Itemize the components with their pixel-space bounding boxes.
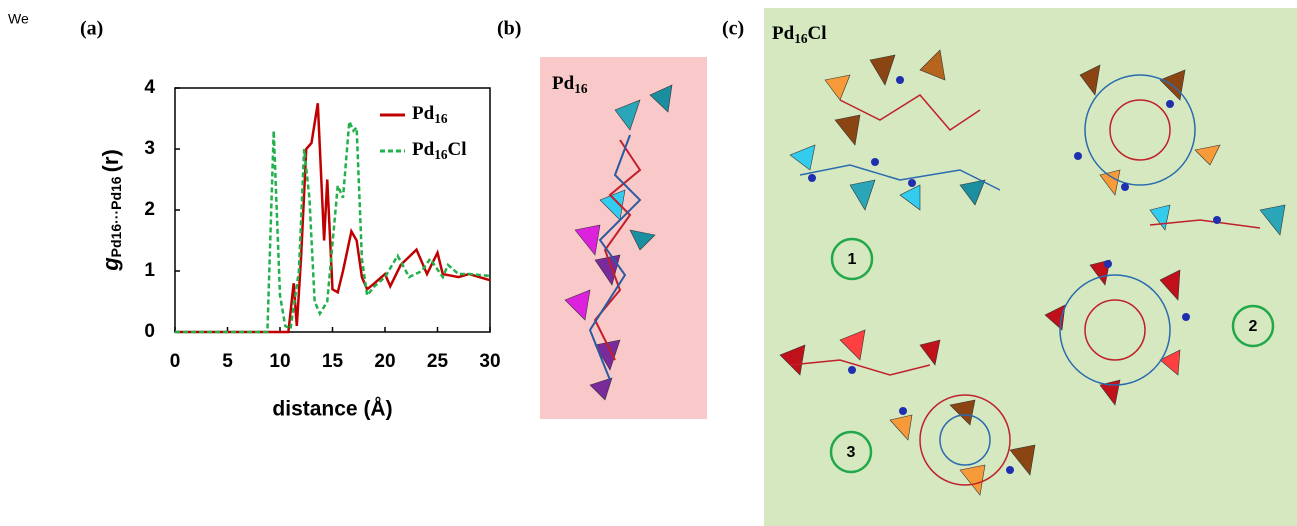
chart: 0 5 10 15 20 25 30 0 1 2 3 4 distance (Å) gPd16···Pd1…: [98, 77, 501, 421]
x-tick-label: 5: [222, 351, 233, 372]
marker-circle: [1231, 304, 1275, 348]
panel-c-bg: [764, 8, 1297, 526]
x-tick-label: 0: [170, 351, 181, 372]
y-label-suffix: (r): [98, 149, 123, 172]
y-label-sub: Pd16···Pd16: [108, 176, 124, 257]
series-line: [175, 116, 491, 334]
x-axis-label: distance (Å): [272, 397, 392, 421]
marker-label: 3: [847, 444, 856, 461]
marker-circle: [829, 430, 873, 474]
y-tick-label: 1: [144, 260, 155, 281]
marker-2: 2: [1231, 304, 1275, 348]
x-tick-label: 30: [479, 351, 500, 372]
y-tick-label: 2: [144, 199, 155, 220]
molecules-c: [779, 49, 1286, 496]
x-tick-label: 10: [269, 351, 290, 372]
panel-label: (c): [722, 18, 744, 40]
molecule-b: [564, 84, 673, 401]
panel-label: (a): [80, 18, 103, 40]
marker-label: 2: [1249, 318, 1258, 335]
x-tick-label: 20: [374, 351, 395, 372]
panel-title: Pd16: [552, 73, 588, 96]
x-tick-label: 15: [322, 351, 344, 372]
marker-circle: [830, 237, 874, 281]
side-text: We: [8, 11, 29, 27]
series-line: [175, 103, 491, 334]
y-tick-label: 4: [144, 77, 155, 98]
legend-label: Pd16Cl: [412, 139, 466, 162]
y-label-main: g: [98, 257, 123, 272]
panel-title: Pd16Cl: [772, 23, 826, 46]
marker-3: 3: [829, 430, 873, 474]
y-tick-label: 3: [144, 138, 155, 159]
legend-label: Pd16: [412, 103, 448, 126]
marker-label: 1: [848, 251, 857, 268]
panel-label: (b): [497, 18, 521, 40]
marker-1: 1: [830, 237, 874, 281]
y-tick-label: 0: [144, 321, 155, 342]
x-tick-label: 25: [427, 351, 449, 372]
y-axis-label: gPd16···Pd16 (r): [98, 149, 124, 272]
